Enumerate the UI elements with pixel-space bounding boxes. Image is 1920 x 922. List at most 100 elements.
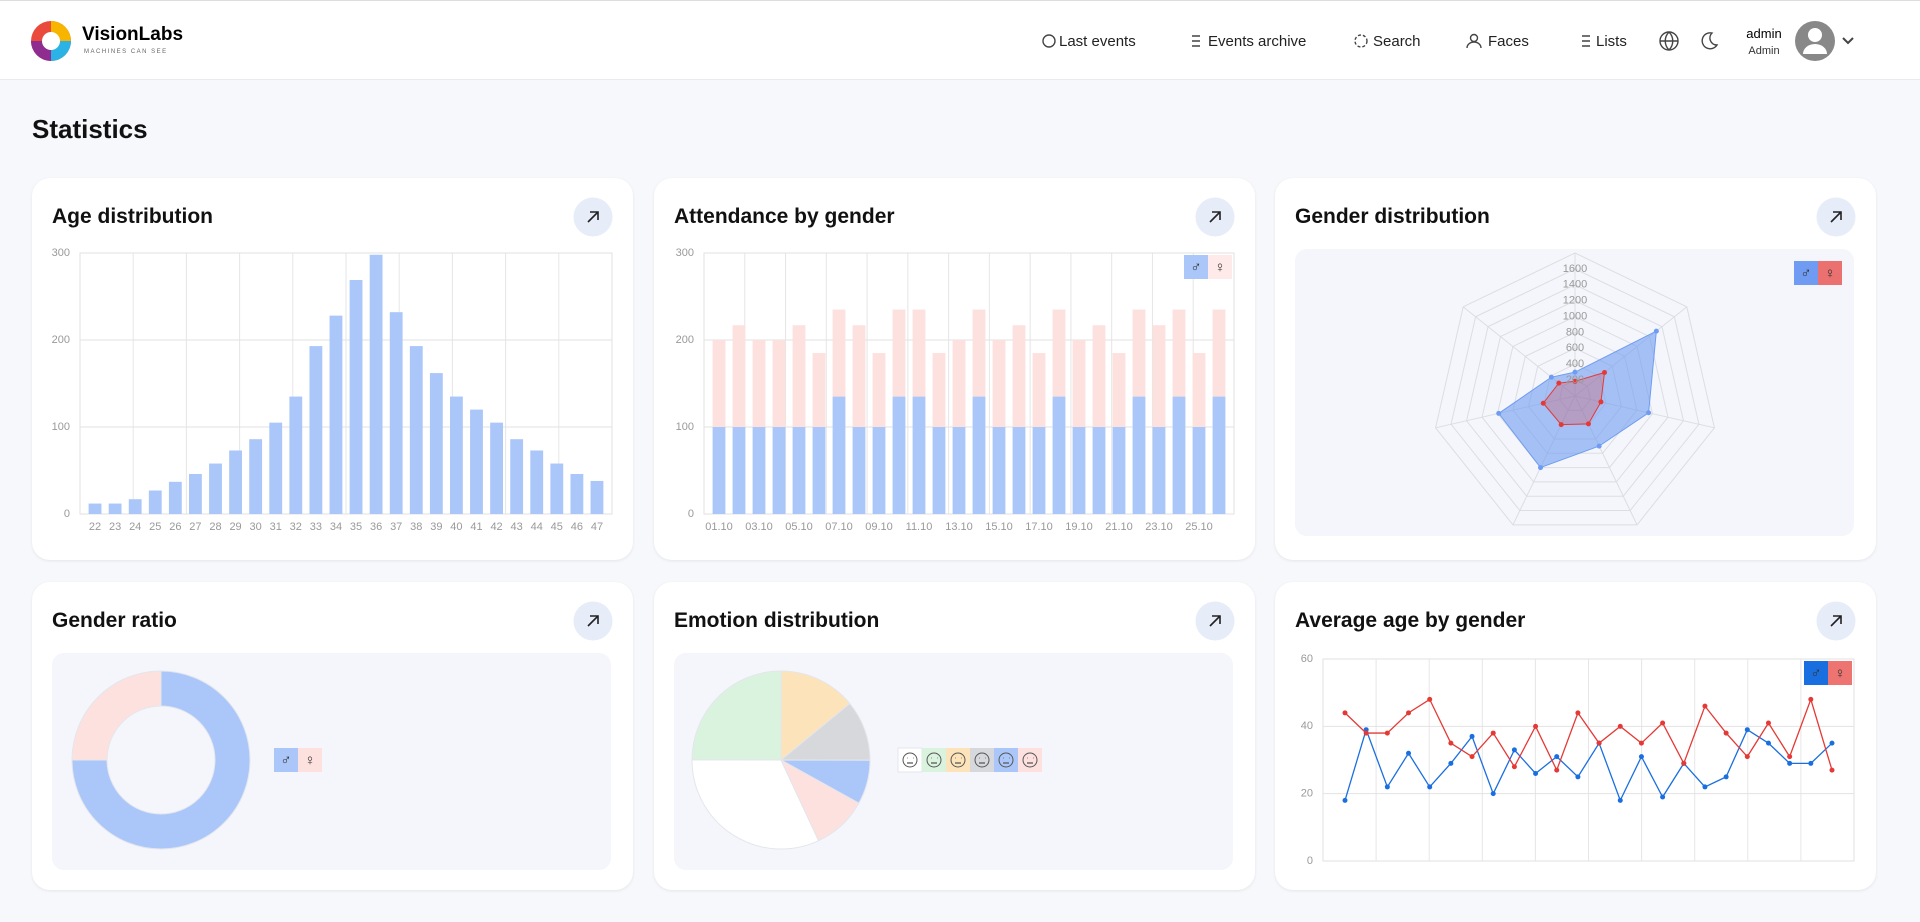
nav-item[interactable]: Faces — [1488, 33, 1529, 50]
bar-segment — [1092, 325, 1106, 427]
open-button[interactable] — [573, 601, 613, 641]
bar-segment — [1132, 396, 1146, 514]
y-tick-label: 300 — [52, 247, 70, 259]
radar-point — [1602, 369, 1608, 375]
emotion-icon-face — [931, 757, 938, 764]
x-tick-label: 43 — [511, 521, 523, 533]
bar-segment — [892, 309, 906, 397]
legend-swatch — [274, 748, 298, 772]
line — [1344, 727, 1833, 803]
bar — [369, 254, 383, 514]
nav-item[interactable]: Search — [1373, 33, 1421, 50]
open-button[interactable] — [1816, 601, 1856, 641]
point — [1533, 770, 1539, 776]
open-button[interactable] — [573, 197, 613, 237]
point — [1638, 740, 1644, 746]
nav-item[interactable]: Lists — [1596, 33, 1627, 50]
user-menu-chevron[interactable] — [1842, 37, 1854, 45]
bar — [209, 463, 222, 514]
user-role: Admin — [1748, 45, 1779, 57]
bar-segment — [932, 427, 946, 514]
card-title: Average age by gender — [1295, 609, 1526, 632]
x-tick-label: 37 — [390, 521, 402, 533]
x-tick-label: 22 — [89, 521, 101, 533]
emotion-icon — [974, 752, 990, 768]
bar-segment — [732, 427, 746, 514]
card-title: Gender ratio — [52, 609, 177, 632]
y-tick-label: 0 — [688, 508, 694, 520]
chart: 0 20 40 60 ♂ ♀ — [1301, 601, 1856, 867]
radar-point — [1496, 410, 1502, 416]
theme-icon[interactable] — [1701, 32, 1719, 50]
bar — [148, 490, 162, 514]
bar-segment — [772, 427, 786, 514]
point — [1554, 767, 1560, 773]
bar-segment — [1152, 427, 1166, 514]
open-button[interactable] — [1195, 601, 1235, 641]
legend-swatch — [1018, 748, 1042, 772]
x-tick-label: 41 — [470, 521, 482, 533]
logo-center — [42, 32, 60, 50]
bar-segment — [932, 353, 946, 427]
x-tick-label: 38 — [410, 521, 422, 533]
x-tick-label: 03.10 — [745, 521, 773, 533]
bar — [590, 480, 604, 514]
avatar-head — [1808, 28, 1822, 42]
bar-segment — [712, 340, 726, 427]
open-button[interactable] — [1195, 197, 1235, 237]
x-tick-label: 28 — [209, 521, 221, 533]
radar-point — [1646, 410, 1652, 416]
x-tick-label: 11.10 — [906, 521, 933, 533]
chart: 0 100 200 300 01.10 03.10 05.10 07.10 09.10 11.10… — [676, 197, 1235, 533]
emotion-icon — [1022, 752, 1038, 768]
legend-swatch — [1208, 255, 1232, 279]
x-tick-label: 21.10 — [1105, 521, 1133, 533]
x-tick-label: 01.10 — [705, 521, 733, 533]
legend-swatch — [1804, 661, 1828, 685]
list-icon — [1192, 35, 1200, 47]
x-tick-label: 36 — [370, 521, 382, 533]
point — [1490, 791, 1496, 797]
radar-point — [1558, 422, 1564, 428]
r-tick-label: 200 — [1566, 374, 1584, 386]
point — [1702, 784, 1708, 790]
card-title: Age distribution — [52, 205, 213, 228]
emotion-icon-face — [955, 757, 962, 764]
legend-swatch — [298, 748, 322, 772]
bar — [490, 422, 504, 514]
bar-segment — [1052, 396, 1066, 514]
x-tick-label: 24 — [129, 521, 141, 533]
bar — [229, 450, 243, 514]
bar-segment — [1072, 427, 1086, 514]
open-button-arrow — [1830, 211, 1842, 223]
nav-item[interactable]: Events archive — [1208, 33, 1306, 50]
open-button[interactable] — [1816, 197, 1856, 237]
x-tick-label: 05.10 — [785, 521, 813, 533]
legend-label: ♂ — [1190, 259, 1201, 276]
bar — [108, 503, 122, 514]
x-tick-label: 15.10 — [985, 521, 1013, 533]
card: ♂ ♀ Gender ratio — [32, 582, 633, 890]
bar-segment — [1032, 353, 1046, 427]
legend-label: ♂ — [1800, 265, 1811, 282]
bar-segment — [1212, 396, 1226, 514]
card: 200 400 600 800 1000 1200 1400 1600 ♂ ♀ Gender dis… — [1275, 178, 1876, 560]
legend-swatch — [946, 748, 970, 772]
point — [1342, 797, 1348, 803]
point — [1575, 710, 1581, 716]
emotion-icon-face — [979, 757, 986, 764]
y-tick-label: 300 — [676, 247, 694, 259]
point — [1638, 754, 1644, 760]
slice — [780, 670, 851, 762]
point — [1448, 740, 1454, 746]
bar — [409, 346, 423, 514]
bar-segment — [772, 340, 786, 427]
radar-point — [1572, 378, 1578, 384]
nav-item[interactable]: Last events — [1059, 33, 1136, 50]
point — [1596, 740, 1602, 746]
legend-swatch — [1794, 261, 1818, 285]
list-icon — [1582, 35, 1590, 47]
point — [1660, 720, 1666, 726]
x-tick-label: 07.10 — [825, 521, 853, 533]
line — [1344, 697, 1833, 772]
